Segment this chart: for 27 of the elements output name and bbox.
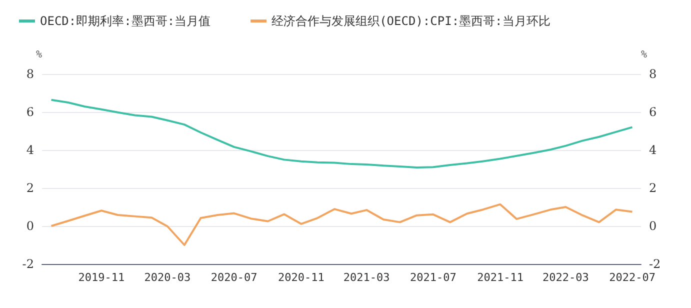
y2-tick-label: 8 — [649, 67, 657, 81]
line-series — [50, 98, 634, 168]
y-tick-label: 2 — [26, 181, 34, 195]
x-tick-label: 2019-11 — [78, 271, 125, 284]
y-tick-label: 0 — [26, 219, 34, 233]
y-axis-title: % — [36, 50, 42, 60]
y-tick-label: 8 — [26, 67, 34, 81]
y2-tick-label: 4 — [649, 143, 657, 157]
y2-tick-label: 0 — [649, 219, 657, 233]
y-tick-label: 4 — [26, 143, 34, 157]
y2-tick-label: -2 — [649, 257, 661, 271]
y2-axis-title: % — [641, 50, 648, 60]
legend-label: 经济合作与发展组织(OECD):CPI:墨西哥:当月环比 — [272, 14, 550, 28]
x-tick-label: 2021-11 — [477, 271, 524, 284]
x-tick-label: 2022-03 — [542, 271, 589, 284]
y-tick-label: -2 — [22, 257, 34, 271]
legend-label: OECD:即期利率:墨西哥:当月值 — [40, 14, 211, 28]
x-tick-label: 2021-07 — [410, 271, 456, 284]
x-tick-label: 2020-11 — [278, 271, 324, 284]
y2-tick-label: 6 — [649, 105, 657, 119]
line-series — [50, 203, 634, 246]
x-tick-label: 2020-07 — [210, 271, 258, 284]
x-tick-label: 2021-03 — [343, 271, 390, 284]
y-tick-label: 6 — [26, 105, 34, 119]
y2-tick-label: 2 — [649, 181, 657, 195]
x-tick-label: 2022-07 — [609, 271, 656, 284]
x-tick-label: 2020-03 — [144, 271, 191, 284]
